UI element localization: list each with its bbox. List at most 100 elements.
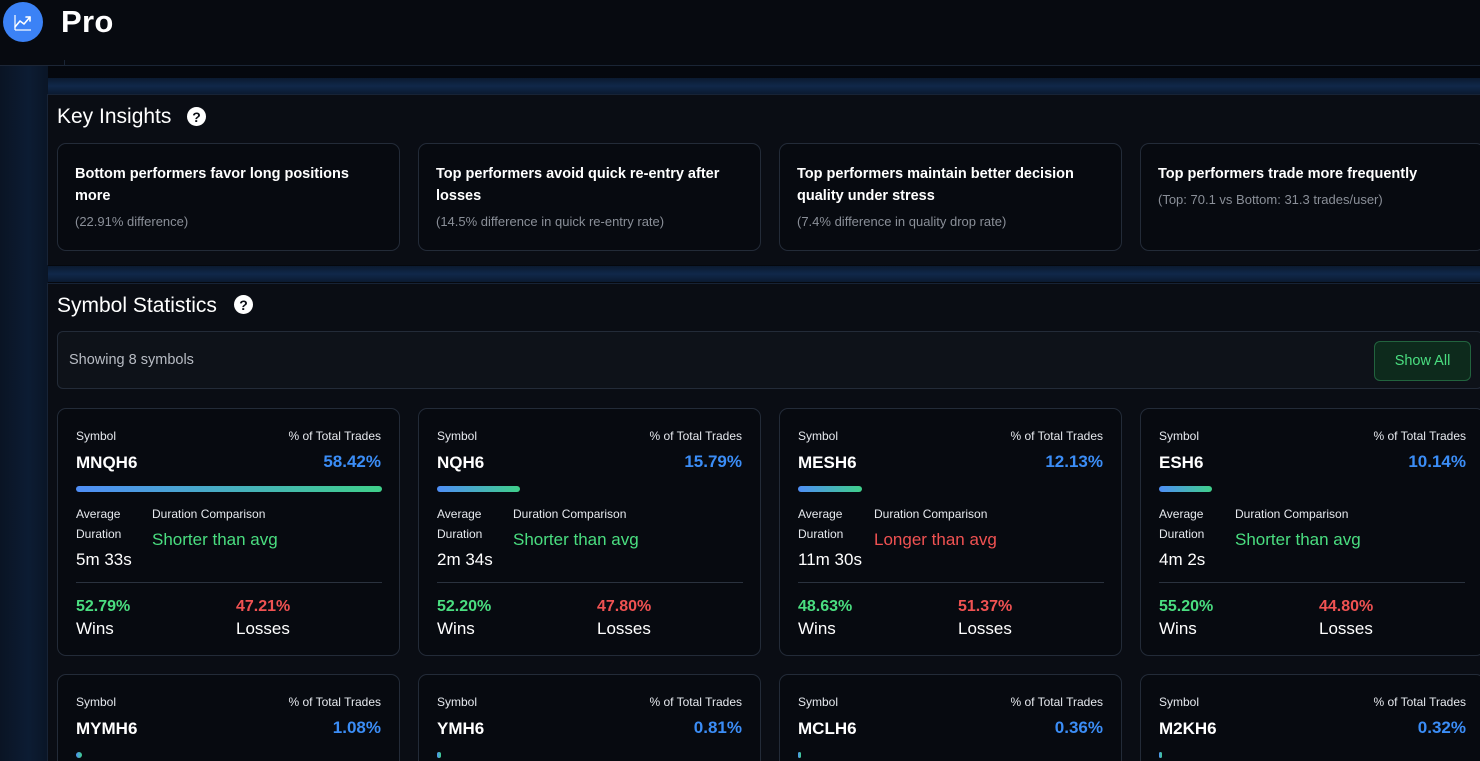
win-rate: 48.63% [798,598,853,615]
symbol-label: Symbol [76,429,117,443]
divider [1159,582,1465,583]
insight-card: Top performers trade more frequently (To… [1140,143,1480,251]
symbol-card[interactable]: Symbol % of Total Trades MNQH6 58.42% Av… [57,408,400,656]
section-separator [48,78,1480,94]
insight-title: Top performers maintain better decision … [797,166,1074,204]
symbol-name: MESH6 [798,453,857,472]
duration-comparison-value: Shorter than avg [513,530,639,549]
wins-label: Wins [437,619,475,638]
symbol-name: M2KH6 [1159,719,1217,738]
duration-comparison-value: Longer than avg [874,530,997,549]
share-bar [1159,752,1162,758]
insight-card: Top performers avoid quick re-entry afte… [418,143,761,251]
pct-total-label: % of Total Trades [288,695,382,709]
losses-label: Losses [236,619,290,638]
avg-duration-label: Average [1159,507,1204,521]
share-bar [437,486,520,492]
symbol-card[interactable]: Symbol % of Total Trades MYMH6 1.08% [57,674,400,761]
wins-label: Wins [76,619,114,638]
symbol-name: MYMH6 [76,719,138,738]
symbol-label: Symbol [437,429,478,443]
avg-duration-value: 2m 34s [437,550,493,569]
avg-duration-label: Duration [1159,527,1205,541]
wins-label: Wins [1159,619,1197,638]
pct-total-value: 0.36% [1054,718,1103,737]
insight-title: Bottom performers favor long positions m… [75,166,349,204]
symbol-label: Symbol [76,695,117,709]
share-bar [76,486,382,492]
insight-card: Bottom performers favor long positions m… [57,143,400,251]
insight-detail: (Top: 70.1 vs Bottom: 31.3 trades/user) [1158,192,1383,207]
losses-label: Losses [1319,619,1373,638]
duration-comparison-value: Shorter than avg [1235,530,1361,549]
pct-total-value: 10.14% [1408,452,1466,471]
symbol-card[interactable]: Symbol % of Total Trades MESH6 12.13% Av… [779,408,1122,656]
symbol-card[interactable]: Symbol % of Total Trades M2KH6 0.32% [1140,674,1480,761]
help-icon[interactable]: ? [187,107,206,126]
insight-card: Top performers maintain better decision … [779,143,1122,251]
symbol-card[interactable]: Symbol % of Total Trades MCLH6 0.36% [779,674,1122,761]
show-all-button[interactable]: Show All [1374,341,1471,381]
symbol-label: Symbol [1159,429,1200,443]
share-bar [437,752,442,758]
share-bar [1159,486,1213,492]
pct-total-label: % of Total Trades [1373,695,1467,709]
duration-comparison-label: Duration Comparison [1235,507,1349,521]
duration-comparison-label: Duration Comparison [513,507,627,521]
share-bar [798,486,862,492]
share-bar [798,752,801,758]
loss-rate: 47.80% [597,598,652,615]
symbol-name: MNQH6 [76,453,138,472]
previous-section-edge [64,60,1480,66]
win-rate: 52.20% [437,598,492,615]
symbol-card[interactable]: Symbol % of Total Trades ESH6 10.14% Ave… [1140,408,1480,656]
chart-line-icon[interactable] [3,2,43,42]
symbol-label: Symbol [1159,695,1200,709]
symbol-name: NQH6 [437,453,485,472]
insight-detail: (22.91% difference) [75,214,189,229]
pct-total-value: 12.13% [1045,452,1103,471]
duration-comparison-value: Shorter than avg [152,530,278,549]
pct-total-label: % of Total Trades [1010,695,1104,709]
symbol-name: MCLH6 [798,719,857,738]
insight-detail: (14.5% difference in quick re-entry rate… [436,214,665,229]
showing-count: Showing 8 symbols [69,352,194,368]
wins-label: Wins [798,619,836,638]
insight-title: Top performers avoid quick re-entry afte… [436,166,720,204]
section-separator [48,266,1480,282]
symbol-name: ESH6 [1159,453,1204,472]
symbol-statistics-section: Symbol Statistics ? Showing 8 symbols Sh… [47,283,1480,761]
losses-label: Losses [958,619,1012,638]
section-title-symbol-statistics: Symbol Statistics [57,294,217,317]
losses-label: Losses [597,619,651,638]
section-title-key-insights: Key Insights [57,105,172,128]
share-bar [76,752,82,758]
avg-duration-value: 11m 30s [798,550,862,569]
pct-total-value: 0.32% [1417,718,1466,737]
pct-total-label: % of Total Trades [649,429,743,443]
win-rate: 55.20% [1159,598,1214,615]
pct-total-label: % of Total Trades [1373,429,1467,443]
symbol-card[interactable]: Symbol % of Total Trades NQH6 15.79% Ave… [418,408,761,656]
symbol-label: Symbol [437,695,478,709]
duration-comparison-label: Duration Comparison [874,507,988,521]
avg-duration-label: Duration [76,527,122,541]
symbols-toolbar: Showing 8 symbols Show All [57,331,1480,389]
symbol-label: Symbol [798,429,839,443]
top-header: Pro [0,0,1480,66]
symbol-label: Symbol [798,695,839,709]
divider [437,582,743,583]
avg-duration-label: Duration [437,527,483,541]
symbol-card[interactable]: Symbol % of Total Trades YMH6 0.81% [418,674,761,761]
loss-rate: 51.37% [958,598,1013,615]
duration-comparison-label: Duration Comparison [152,507,266,521]
symbol-name: YMH6 [437,719,485,738]
pct-total-value: 15.79% [684,452,742,471]
avg-duration-label: Average [798,507,843,521]
help-icon[interactable]: ? [234,295,253,314]
avg-duration-label: Average [76,507,121,521]
avg-duration-value: 4m 2s [1159,550,1206,569]
left-sidebar-strip [0,0,48,761]
avg-duration-label: Average [437,507,482,521]
avg-duration-label: Duration [798,527,844,541]
